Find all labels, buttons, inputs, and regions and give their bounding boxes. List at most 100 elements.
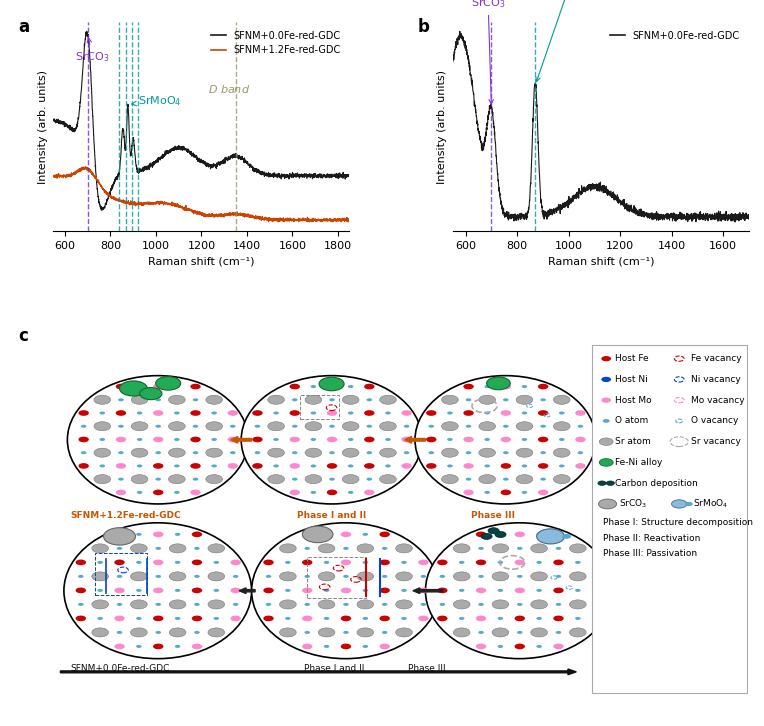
Circle shape [522,438,527,441]
Circle shape [342,422,359,431]
Circle shape [492,628,509,637]
Circle shape [230,451,235,454]
Circle shape [190,436,201,442]
Circle shape [153,436,163,442]
Circle shape [463,384,474,389]
Circle shape [484,491,490,494]
Circle shape [155,399,161,401]
Ellipse shape [415,375,596,504]
Circle shape [97,617,103,620]
Circle shape [401,589,406,592]
Circle shape [479,395,496,404]
Circle shape [319,378,344,391]
Circle shape [267,448,284,457]
Text: SrMoO$_4$: SrMoO$_4$ [536,0,591,81]
Circle shape [459,589,465,592]
Circle shape [280,544,296,553]
Circle shape [292,478,297,481]
Circle shape [118,399,124,401]
Circle shape [228,436,238,442]
Circle shape [429,451,434,454]
Circle shape [364,463,374,469]
Circle shape [538,489,549,495]
Text: Phase I: Structure decomposition: Phase I: Structure decomposition [603,518,753,527]
Circle shape [538,463,549,469]
Circle shape [170,544,186,553]
Circle shape [382,603,387,606]
Circle shape [598,499,617,509]
Circle shape [153,463,163,469]
Circle shape [292,425,297,428]
Circle shape [601,398,611,403]
Circle shape [131,572,147,581]
Circle shape [522,412,527,415]
Circle shape [192,531,202,537]
Circle shape [437,587,448,593]
Circle shape [305,448,322,457]
Bar [300,394,338,419]
Circle shape [364,384,374,389]
Circle shape [517,547,523,550]
Circle shape [380,560,390,566]
Circle shape [404,425,410,428]
Ellipse shape [251,523,439,658]
Text: Sr vacancy: Sr vacancy [691,437,741,446]
Circle shape [396,572,413,581]
Circle shape [553,475,570,484]
Circle shape [459,561,465,564]
Circle shape [555,575,562,578]
Circle shape [329,451,335,454]
Circle shape [363,645,368,648]
Text: a: a [18,17,29,36]
Circle shape [324,589,329,592]
Circle shape [363,589,368,592]
Circle shape [117,603,122,606]
Circle shape [380,448,397,457]
Circle shape [606,481,614,486]
Circle shape [380,643,390,649]
Bar [307,557,367,598]
Circle shape [208,628,225,637]
Circle shape [266,575,271,578]
Circle shape [575,589,581,592]
Circle shape [233,575,238,578]
Circle shape [194,575,199,578]
Circle shape [254,451,261,454]
Circle shape [531,600,548,609]
Circle shape [522,491,527,494]
Circle shape [348,412,354,415]
Circle shape [302,643,312,649]
Circle shape [175,561,180,564]
Circle shape [382,575,387,578]
Circle shape [324,617,329,620]
Circle shape [385,465,390,468]
Circle shape [500,463,511,469]
Circle shape [463,410,474,416]
Circle shape [117,547,122,550]
Circle shape [553,587,564,593]
Circle shape [555,631,562,634]
Circle shape [174,385,180,388]
Circle shape [479,422,496,431]
Circle shape [99,465,105,468]
FancyArrow shape [413,588,443,594]
Circle shape [305,395,322,404]
Circle shape [492,544,509,553]
Circle shape [115,384,126,389]
Circle shape [118,478,124,481]
Circle shape [500,410,511,416]
Circle shape [594,575,600,578]
Circle shape [559,412,565,415]
Circle shape [212,412,217,415]
Circle shape [466,451,471,454]
Circle shape [385,412,390,415]
Circle shape [194,631,199,634]
Circle shape [175,645,180,648]
Circle shape [302,531,312,537]
Circle shape [426,410,436,416]
Circle shape [267,422,284,431]
Circle shape [342,448,359,457]
X-axis label: Raman shift (cm⁻¹): Raman shift (cm⁻¹) [548,257,654,266]
Circle shape [193,478,199,481]
Text: $D$ band: $D$ band [209,83,251,95]
